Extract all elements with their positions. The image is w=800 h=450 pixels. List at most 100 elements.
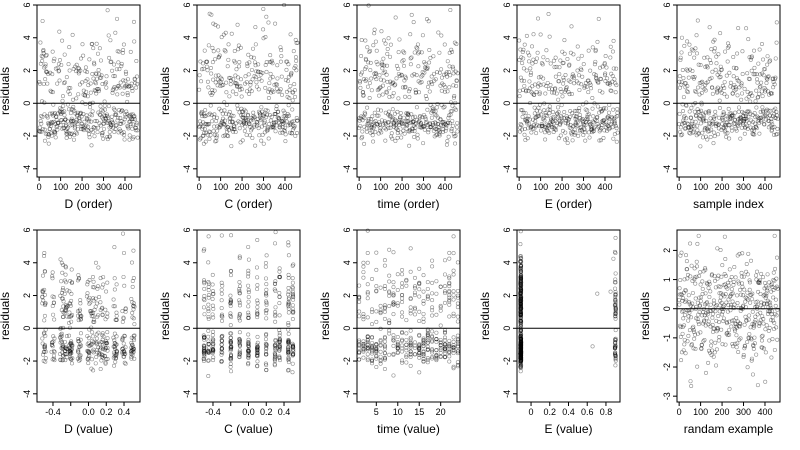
data-point	[706, 125, 711, 130]
data-point	[752, 335, 757, 340]
data-point	[731, 65, 736, 70]
data-point	[703, 134, 708, 139]
y-tick-label: 1	[662, 277, 672, 282]
data-point	[694, 259, 699, 264]
data-point	[364, 129, 369, 134]
data-point	[451, 71, 456, 76]
data-point	[360, 118, 365, 123]
data-point	[710, 315, 715, 320]
data-point	[365, 122, 370, 127]
data-point	[438, 117, 443, 122]
data-point	[734, 66, 739, 71]
data-point	[695, 364, 700, 369]
data-point	[551, 130, 556, 135]
data-point	[363, 56, 368, 61]
data-point	[65, 130, 70, 135]
data-point	[431, 54, 436, 59]
data-point	[202, 48, 207, 53]
data-point	[263, 107, 268, 112]
data-point	[537, 113, 542, 118]
y-tick-label: 6	[342, 2, 352, 7]
data-point	[727, 116, 732, 121]
data-point	[383, 110, 388, 115]
data-point	[521, 110, 526, 115]
data-point	[62, 109, 67, 114]
data-point	[406, 89, 411, 94]
data-point	[88, 112, 93, 117]
data-point	[772, 111, 777, 116]
data-point	[254, 75, 259, 80]
data-point	[363, 78, 368, 83]
data-point	[538, 74, 543, 79]
data-point	[56, 111, 61, 116]
data-point	[126, 124, 131, 129]
data-point	[705, 65, 710, 70]
data-point	[759, 80, 764, 85]
data-point	[758, 72, 763, 77]
data-point	[455, 260, 460, 265]
data-point	[772, 347, 777, 352]
data-point	[249, 116, 254, 121]
data-point	[720, 113, 725, 118]
x-tick-label: 5	[374, 407, 379, 417]
data-point	[130, 348, 135, 353]
data-point	[580, 74, 585, 79]
data-point	[387, 279, 392, 284]
data-point	[369, 125, 374, 130]
data-point	[235, 106, 240, 111]
data-point	[428, 55, 433, 60]
data-point	[558, 113, 563, 118]
data-point	[774, 40, 779, 45]
data-point	[401, 115, 406, 120]
data-point	[737, 79, 742, 84]
data-point	[239, 87, 244, 92]
data-point	[729, 275, 734, 280]
data-point	[711, 115, 716, 120]
data-point	[542, 125, 547, 130]
data-point	[100, 115, 105, 120]
data-point	[269, 59, 274, 64]
data-point	[288, 32, 293, 37]
data-point	[292, 88, 297, 93]
data-point	[42, 127, 47, 132]
data-point	[228, 82, 233, 87]
data-point	[543, 137, 548, 142]
data-point	[246, 294, 251, 299]
data-point	[365, 45, 370, 50]
x-tick-label: 200	[555, 182, 570, 192]
data-point	[228, 116, 233, 121]
data-point	[593, 59, 598, 64]
data-point	[240, 109, 245, 114]
data-point	[705, 79, 710, 84]
data-point	[442, 284, 447, 289]
data-point	[219, 120, 224, 125]
data-point	[730, 91, 735, 96]
data-point	[393, 82, 398, 87]
data-point	[574, 115, 579, 120]
data-point	[403, 84, 408, 89]
data-point	[131, 116, 136, 121]
data-point	[361, 270, 366, 275]
data-point	[431, 128, 436, 133]
data-point	[430, 105, 435, 110]
data-point	[568, 109, 573, 114]
data-point	[390, 81, 395, 86]
data-point	[78, 301, 83, 306]
data-point	[236, 119, 241, 124]
data-point	[91, 310, 96, 315]
data-point	[260, 132, 265, 137]
data-point	[435, 122, 440, 127]
x-tick-label: 200	[235, 182, 250, 192]
data-point	[752, 48, 757, 53]
data-point	[755, 95, 760, 100]
data-point	[736, 121, 741, 126]
data-point	[599, 77, 604, 82]
data-point	[116, 83, 121, 88]
data-point	[765, 77, 770, 82]
data-point	[706, 129, 711, 134]
data-point	[129, 297, 134, 302]
data-point	[260, 124, 265, 129]
data-point	[37, 125, 42, 130]
data-point	[425, 286, 430, 291]
data-point	[52, 112, 57, 117]
